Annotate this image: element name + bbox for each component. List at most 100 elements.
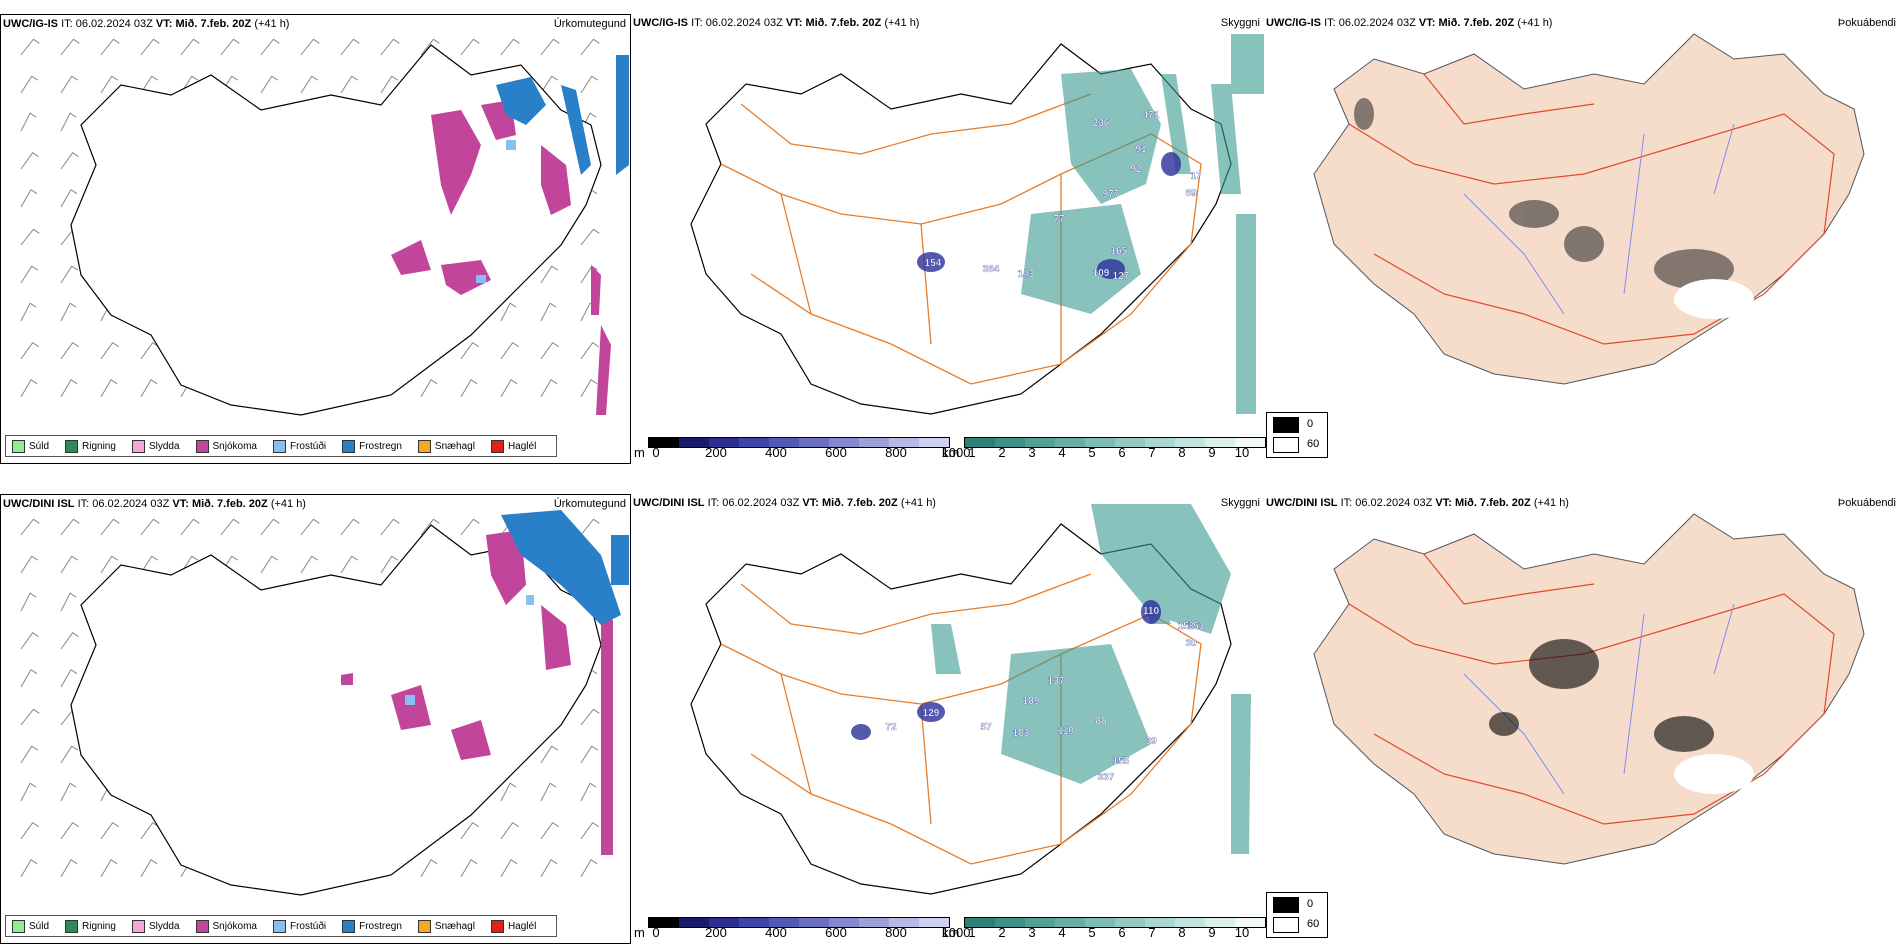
wind-barb [380, 518, 400, 536]
legend-swatch [65, 919, 79, 933]
colorbar-cell [1145, 438, 1175, 447]
colorbar-tick: 800 [885, 925, 907, 940]
legend-label: Frostúði [289, 440, 327, 452]
colorbar-cell [1205, 438, 1235, 447]
wind-barb [140, 518, 160, 536]
wind-barb [60, 302, 77, 322]
wind-barb [100, 518, 120, 536]
wind-barb [500, 858, 518, 878]
wind-barb [20, 38, 40, 56]
visibility-colorbar-1: km 1 2 3 4 5 6 7 8 9 10 [942, 437, 1268, 467]
rivers [1463, 123, 1735, 315]
legend-label: Haglél [507, 920, 537, 932]
visibility-value-label: 153 [1188, 621, 1205, 632]
visibility-value-label: 30 [1185, 638, 1197, 649]
fog-legend-1: 0 60 [1266, 412, 1328, 458]
colorbar-tick: 600 [825, 925, 847, 940]
legend-swatch [131, 439, 145, 453]
wind-barb [420, 38, 440, 56]
visibility-value-label: 127 [1113, 271, 1130, 282]
colorbar-cell [649, 438, 679, 447]
colorbar-cell [1175, 918, 1205, 927]
legend-swatch [417, 919, 431, 933]
fog-light [1674, 754, 1754, 794]
colorbar-tick: 400 [765, 925, 787, 940]
colorbar-tick: 4 [1058, 445, 1066, 460]
colorbar-cell [1025, 438, 1055, 447]
wind-barb [580, 378, 598, 398]
colorbar-cell [859, 438, 889, 447]
wind-barb [500, 782, 517, 802]
legend-item: Snjókoma [195, 439, 257, 453]
wind-barb [340, 38, 360, 56]
colorbar-cell [679, 438, 709, 447]
colorbar-tick: 600 [825, 445, 847, 460]
legend-swatch [490, 439, 504, 453]
wind-barb [100, 822, 119, 840]
wind-barb [60, 518, 80, 536]
panel-header: UWC/IG-IS IT: 06.02.2024 03Z VT: Mið. 7.… [3, 18, 290, 30]
wind-barb [340, 518, 360, 536]
wind-barb [20, 555, 39, 574]
height-colorbar-2: m 0 200 400 600 800 1000 [634, 917, 970, 947]
wind-barb [100, 75, 119, 94]
legend-label: Snæhagl [434, 920, 475, 932]
visibility-panel-2: 110 153 30 137 189 72 129 57 183 110 337 155 39 153 88… [631, 494, 1264, 944]
colorbar-cell [709, 438, 739, 447]
wind-barb [140, 858, 158, 878]
wind-barb [60, 188, 78, 208]
legend-label: Slydda [148, 440, 180, 452]
colorbar-cell [995, 438, 1025, 447]
visibility-low-areas [917, 152, 1181, 279]
wind-barb [60, 378, 78, 398]
colorbar-tick: 7 [1148, 445, 1156, 460]
legend-item: Haglél [490, 439, 536, 453]
colorbar-tick: 2 [998, 445, 1006, 460]
panel-header: UWC/DINI ISL IT: 06.02.2024 03Z VT: Mið.… [1266, 497, 1569, 509]
legend-item: Snjókoma [195, 919, 257, 933]
roads [1348, 73, 1835, 345]
visibility-value-label: 471 [1143, 110, 1160, 121]
colorbar-tick: 3 [1028, 925, 1036, 940]
visibility-value-label: 153 [1178, 621, 1195, 632]
visibility-shading [931, 504, 1251, 854]
wind-barb [540, 302, 557, 322]
colorbar-cell [679, 918, 709, 927]
visibility-value-label: 143 [1018, 269, 1035, 280]
colorbar-tick: 5 [1088, 445, 1096, 460]
wind-barb [20, 518, 40, 536]
colorbar-cell [1235, 918, 1265, 927]
wind-barb [140, 38, 160, 56]
iceland-land [1313, 33, 1865, 385]
fog-shading [1354, 98, 1734, 289]
colorbar-cell [1115, 918, 1145, 927]
colorbar-cell [1175, 438, 1205, 447]
wind-barb [540, 265, 559, 284]
precip-frzrain-areas [496, 55, 629, 175]
precip-frzdrizzle-areas [405, 595, 534, 705]
colorbar-cell [965, 438, 995, 447]
wind-barb [20, 632, 39, 650]
colorbar-tick: 6 [1118, 925, 1126, 940]
legend-label: Frostregn [359, 920, 402, 932]
legend-item: Haglél [490, 919, 537, 933]
colorbar-cell [1205, 918, 1235, 927]
wind-barb [540, 342, 559, 360]
colorbar-cell [1145, 918, 1175, 927]
fog-index-map-2 [1313, 513, 1865, 865]
wind-barb [380, 75, 399, 94]
visibility-value-label: 189 [1023, 696, 1040, 707]
wind-barb [100, 378, 118, 398]
visibility-value-label: 89 [1185, 188, 1197, 199]
wind-barb [260, 75, 279, 94]
wind-barb [420, 858, 438, 878]
legend-item: Snæhagl [417, 919, 475, 933]
wind-barb [20, 188, 38, 208]
roads [1348, 553, 1835, 825]
wind-barb [500, 342, 519, 360]
wind-barb [60, 592, 77, 612]
colorbar-cell [799, 918, 829, 927]
wind-barb [60, 38, 80, 56]
wind-barb [460, 378, 478, 398]
wind-barb [60, 75, 79, 94]
